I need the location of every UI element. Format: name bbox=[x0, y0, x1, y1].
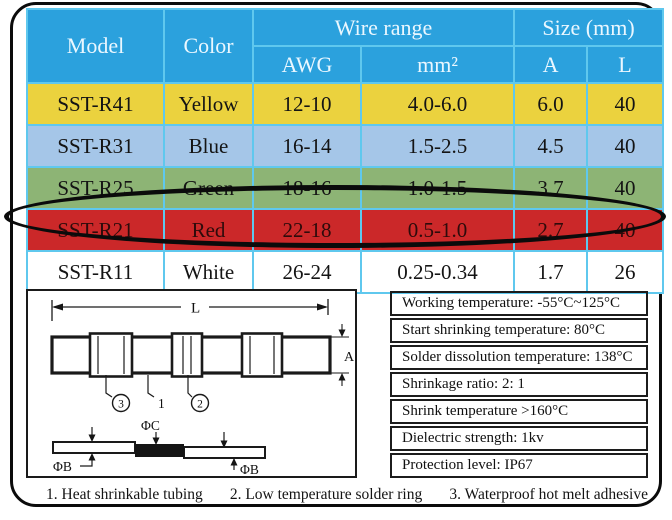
cell-awg: 18-16 bbox=[252, 166, 362, 210]
cell-l: 26 bbox=[586, 250, 665, 294]
dim-phi-c-label: ΦC bbox=[141, 418, 160, 433]
spec-item: Solder dissolution temperature: 138°C bbox=[390, 345, 648, 370]
table-header: Model Color Wire range Size (mm) AWG mm²… bbox=[26, 8, 665, 84]
table-row: SST-R31 Blue 16-14 1.5-2.5 4.5 40 bbox=[26, 124, 665, 168]
cell-awg: 16-14 bbox=[252, 124, 362, 168]
spec-item: Shrink temperature >160°C bbox=[390, 399, 648, 424]
cell-a: 4.5 bbox=[513, 124, 589, 168]
cell-l: 40 bbox=[586, 82, 665, 126]
table-row: SST-R11 White 26-24 0.25-0.34 1.7 26 bbox=[26, 250, 665, 294]
cell-color: White bbox=[163, 250, 254, 294]
spec-item: Shrinkage ratio: 2: 1 bbox=[390, 372, 648, 397]
cell-mm2: 1.0-1.5 bbox=[359, 166, 516, 210]
dim-l-label: L bbox=[191, 301, 200, 317]
part3-callout: 3 bbox=[118, 399, 124, 411]
parts-legend: 1. Heat shrinkable tubing 2. Low temperat… bbox=[30, 486, 658, 504]
cell-mm2: 0.5-1.0 bbox=[359, 208, 516, 252]
cell-color: Green bbox=[163, 166, 254, 210]
col-header-model: Model bbox=[26, 8, 165, 84]
cell-a: 6.0 bbox=[513, 82, 589, 126]
cell-a: 1.7 bbox=[513, 250, 589, 294]
cell-model: SST-R25 bbox=[26, 166, 165, 210]
cell-color: Yellow bbox=[163, 82, 254, 126]
table-row: SST-R25 Green 18-16 1.0-1.5 3.7 40 bbox=[26, 166, 665, 210]
spec-item: Dielectric strength: 1kv bbox=[390, 426, 648, 451]
legend-item: 1. Heat shrinkable tubing bbox=[46, 486, 203, 503]
col-header-mm2: mm² bbox=[359, 45, 516, 84]
legend-item: 3. Waterproof hot melt adhesive bbox=[449, 486, 648, 503]
cell-color: Blue bbox=[163, 124, 254, 168]
cell-l: 40 bbox=[586, 124, 665, 168]
cell-mm2: 1.5-2.5 bbox=[359, 124, 516, 168]
dim-phi-b-right-label: ΦB bbox=[240, 462, 259, 476]
cell-model: SST-R31 bbox=[26, 124, 165, 168]
dimension-diagram: L bbox=[26, 289, 357, 478]
specs-table: Working temperature: -55°C~125°C Start sh… bbox=[390, 291, 648, 478]
legend-item: 2. Low temperature solder ring bbox=[229, 486, 423, 503]
spec-item: Protection level: IP67 bbox=[390, 453, 648, 478]
table-body: SST-R41 Yellow 12-10 4.0-6.0 6.0 40 SST-R31 Blu… bbox=[26, 82, 665, 294]
part1-callout: 1 bbox=[158, 396, 165, 411]
cell-a: 2.7 bbox=[513, 208, 589, 252]
cell-mm2: 0.25-0.34 bbox=[359, 250, 516, 294]
cell-l: 40 bbox=[586, 166, 665, 210]
col-header-a: A bbox=[513, 45, 589, 84]
col-header-awg: AWG bbox=[252, 45, 362, 84]
sleeve-drawing: L bbox=[50, 299, 355, 476]
cell-model: SST-R41 bbox=[26, 82, 165, 126]
cell-model: SST-R11 bbox=[26, 250, 165, 294]
cell-awg: 26-24 bbox=[252, 250, 362, 294]
cell-model: SST-R21 bbox=[26, 208, 165, 252]
part2-callout: 2 bbox=[197, 399, 203, 411]
spec-item: Start shrinking temperature: 80°C bbox=[390, 318, 648, 343]
col-header-l: L bbox=[586, 45, 665, 84]
dim-phi-b-left-label: ΦB bbox=[53, 459, 72, 474]
col-header-color: Color bbox=[163, 8, 254, 84]
table-row-highlighted: SST-R21 Red 22-18 0.5-1.0 2.7 40 bbox=[26, 208, 665, 252]
spec-item: Working temperature: -55°C~125°C bbox=[390, 291, 648, 316]
cell-awg: 12-10 bbox=[252, 82, 362, 126]
wire-range-table: Model Color Wire range Size (mm) AWG mm²… bbox=[26, 8, 665, 294]
col-header-wire-range: Wire range bbox=[251, 8, 516, 47]
dim-a-label: A bbox=[344, 350, 355, 365]
cell-color: Red bbox=[163, 208, 254, 252]
cell-awg: 22-18 bbox=[252, 208, 362, 252]
cell-mm2: 4.0-6.0 bbox=[359, 82, 516, 126]
cell-l: 40 bbox=[586, 208, 665, 252]
cell-a: 3.7 bbox=[513, 166, 589, 210]
col-header-size-mm: Size (mm) bbox=[513, 8, 665, 47]
table-row: SST-R41 Yellow 12-10 4.0-6.0 6.0 40 bbox=[26, 82, 665, 126]
